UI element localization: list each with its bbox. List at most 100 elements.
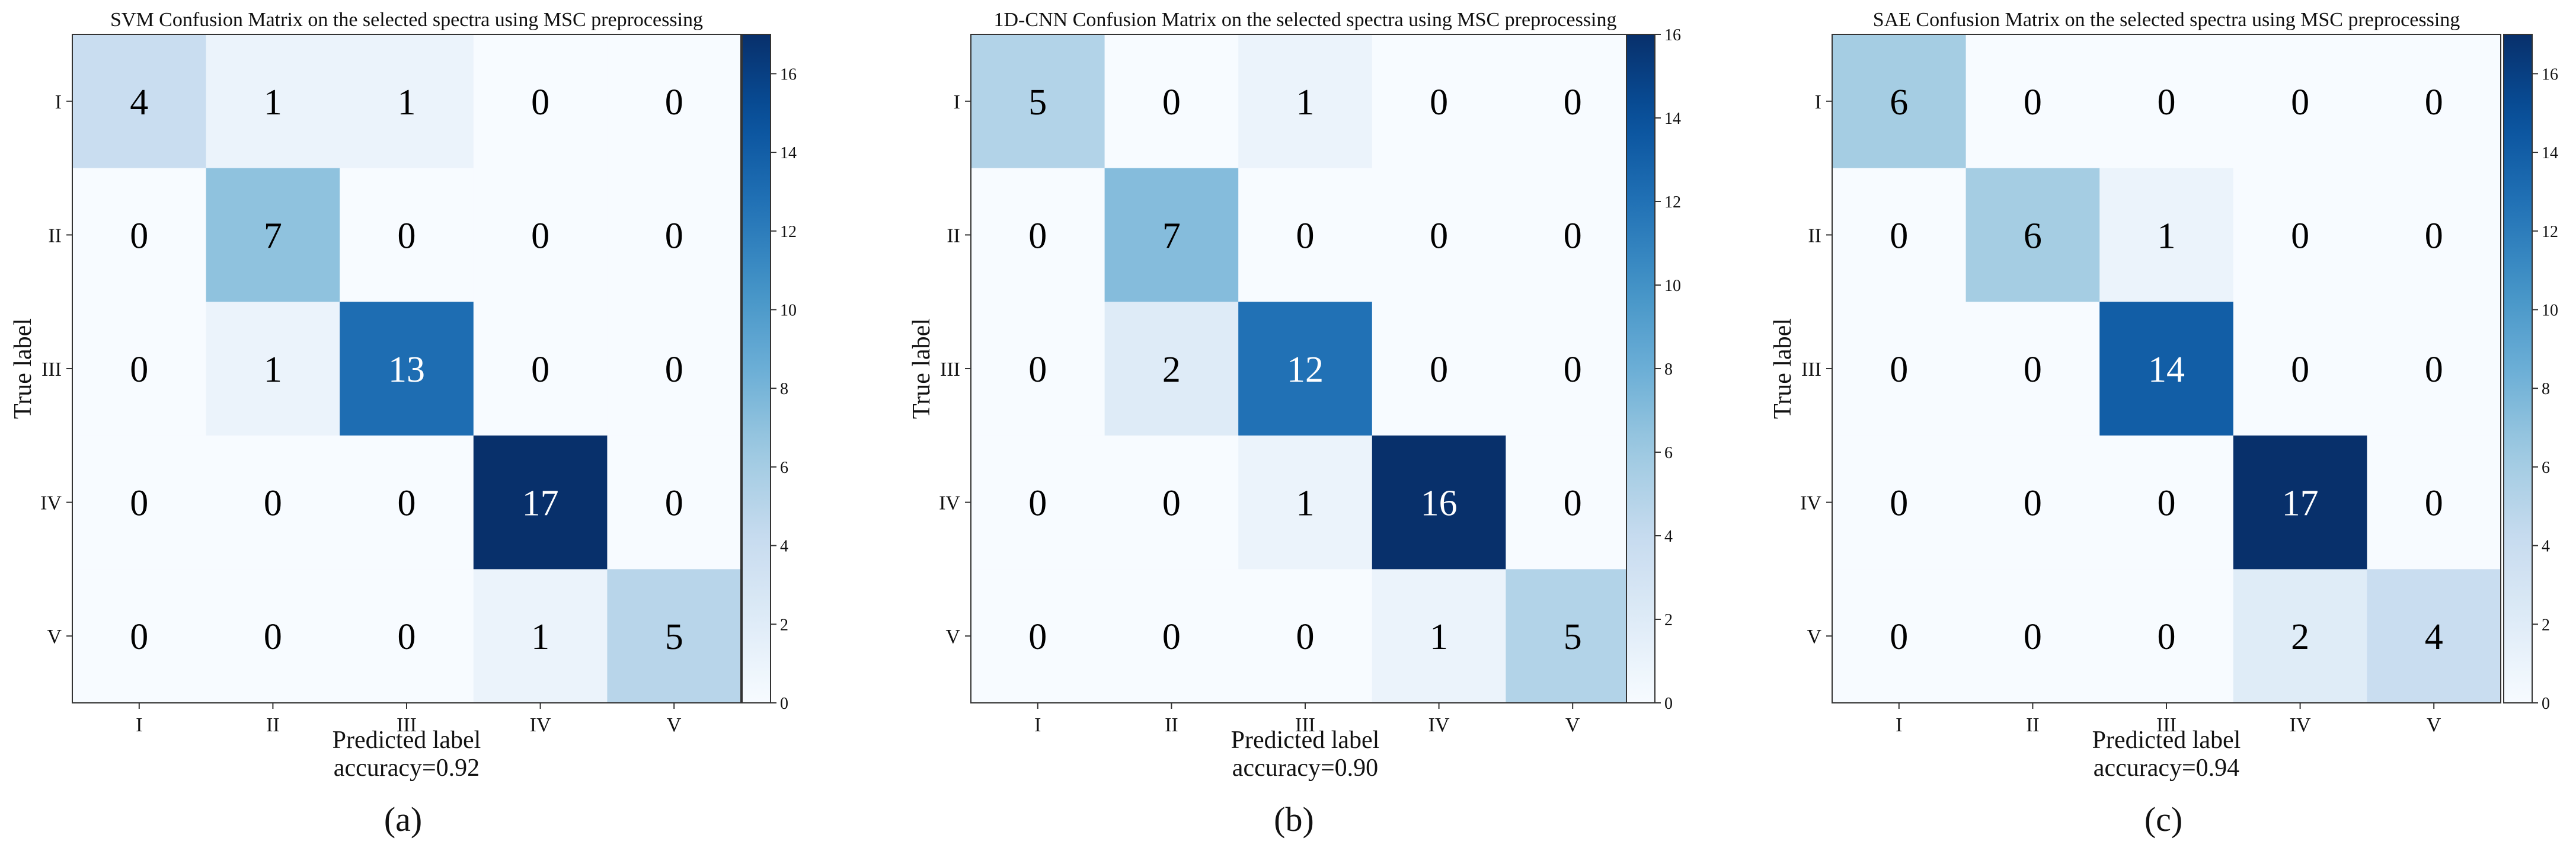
matrix-cell: [206, 34, 340, 169]
matrix-cell: [2233, 34, 2367, 169]
colorbar-tick-label: 6: [1664, 444, 1673, 462]
colorbar-tick-label: 8: [2542, 380, 2550, 398]
cell-value-label: 0: [1296, 617, 1315, 657]
cell-value-label: 0: [130, 350, 148, 390]
matrix-cell: [1372, 168, 1506, 302]
matrix-cell: [1372, 302, 1506, 436]
cell-value-label: 0: [531, 350, 549, 390]
colorbar: [2503, 34, 2533, 703]
x-axis-label: Predicted label: [333, 727, 481, 754]
cell-value-label: 5: [665, 617, 683, 657]
cell-value-label: 0: [1430, 350, 1448, 390]
cell-value-label: 0: [2425, 484, 2443, 524]
cell-value-label: 0: [1564, 216, 1582, 256]
y-tick-label: I: [1815, 91, 1821, 113]
cell-value-label: 0: [665, 216, 683, 256]
cell-value-label: 17: [522, 484, 559, 524]
x-tick-label: II: [2026, 714, 2040, 736]
accuracy-label: accuracy=0.90: [1232, 754, 1378, 782]
accuracy-label: accuracy=0.94: [2094, 754, 2239, 782]
colorbar-tick-label: 0: [2542, 695, 2550, 713]
cell-value-label: 16: [1421, 484, 1458, 524]
matrix-cell: [1238, 302, 1373, 436]
colorbar-tick-label: 12: [780, 223, 797, 241]
colorbar-tick-label: 4: [1664, 527, 1673, 546]
colorbar-tick-label: 6: [2542, 459, 2550, 477]
cell-value-label: 0: [2425, 216, 2443, 256]
cell-value-label: 0: [2158, 617, 2176, 657]
colorbar-tick-label: 4: [780, 538, 788, 556]
cell-value-label: 1: [1296, 484, 1315, 524]
cell-value-label: 0: [2024, 484, 2042, 524]
matrix-cell: [2367, 302, 2501, 436]
matrix-cell: [1506, 569, 1640, 703]
cell-value-label: 0: [2291, 82, 2309, 123]
colorbar-tick-label: 12: [2542, 223, 2558, 241]
matrix-cell: [206, 168, 340, 302]
colorbar-tick-label: 10: [1664, 277, 1681, 295]
cell-value-label: 0: [531, 216, 549, 256]
y-tick-label: V: [1807, 626, 1821, 648]
matrix-cell: [2099, 302, 2234, 436]
colorbar-tick-label: 14: [2542, 144, 2558, 162]
matrix-cell: [1965, 34, 2100, 169]
cell-value-label: 0: [1430, 216, 1448, 256]
cell-value-label: 0: [1890, 350, 1908, 390]
matrix-cell: [1832, 435, 1967, 570]
colorbar-tick-label: 16: [1664, 26, 1681, 44]
cell-value-label: 0: [1564, 350, 1582, 390]
matrix-cell: [473, 34, 608, 169]
colorbar-tick-label: 8: [780, 380, 788, 398]
cell-value-label: 0: [1430, 82, 1448, 123]
y-tick-label: IV: [40, 492, 62, 514]
matrix-cell: [72, 302, 207, 436]
chart-title: SVM Confusion Matrix on the selected spe…: [110, 9, 703, 31]
matrix-cell: [340, 34, 474, 169]
cell-value-label: 5: [1564, 617, 1582, 657]
cell-value-label: 0: [665, 82, 683, 123]
matrix-cell: [206, 302, 340, 436]
chart-title: 1D-CNN Confusion Matrix on the selected …: [994, 9, 1617, 31]
cell-value-label: 0: [398, 216, 416, 256]
cell-value-label: 4: [2425, 617, 2443, 657]
cell-value-label: 1: [398, 82, 416, 123]
cell-value-label: 17: [2282, 484, 2319, 524]
cell-value-label: 13: [388, 350, 425, 390]
cell-value-label: 0: [1162, 617, 1181, 657]
matrix-cell: [2367, 168, 2501, 302]
y-tick-label: III: [940, 359, 960, 380]
cell-value-label: 1: [264, 82, 282, 123]
cell-value-label: 0: [665, 484, 683, 524]
cell-value-label: 5: [1028, 82, 1047, 123]
panel-label: (c): [2144, 800, 2182, 839]
cell-value-label: 12: [1287, 350, 1324, 390]
colorbar-tick-label: 4: [2542, 538, 2550, 556]
matrix-cell: [1372, 569, 1506, 703]
matrix-cell: [971, 569, 1105, 703]
matrix-cell: [2233, 302, 2367, 436]
matrix-cell: [1832, 168, 1967, 302]
colorbar: [1626, 34, 1655, 703]
y-tick-label: III: [1801, 359, 1821, 380]
y-tick-label: V: [47, 626, 62, 648]
colorbar-tick-label: 2: [1664, 611, 1673, 629]
cell-value-label: 0: [130, 484, 148, 524]
matrix-cell: [2099, 168, 2234, 302]
matrix-cell: [2233, 435, 2367, 570]
cell-value-label: 0: [2291, 216, 2309, 256]
panel-label: (b): [1274, 800, 1314, 839]
chart-panel-2: 1D-CNN Confusion Matrix on the selected …: [908, 9, 1681, 839]
y-axis-label: True label: [9, 318, 37, 419]
matrix-cell: [971, 302, 1105, 436]
colorbar-tick-label: 2: [780, 616, 788, 634]
colorbar-tick-label: 6: [780, 459, 788, 477]
matrix-cell: [1104, 168, 1239, 302]
matrix-cell: [1372, 34, 1506, 169]
matrix-cell: [971, 435, 1105, 570]
cell-value-label: 0: [130, 216, 148, 256]
cell-value-label: 0: [2425, 82, 2443, 123]
cell-value-label: 0: [1162, 82, 1181, 123]
matrix-cell: [607, 168, 742, 302]
